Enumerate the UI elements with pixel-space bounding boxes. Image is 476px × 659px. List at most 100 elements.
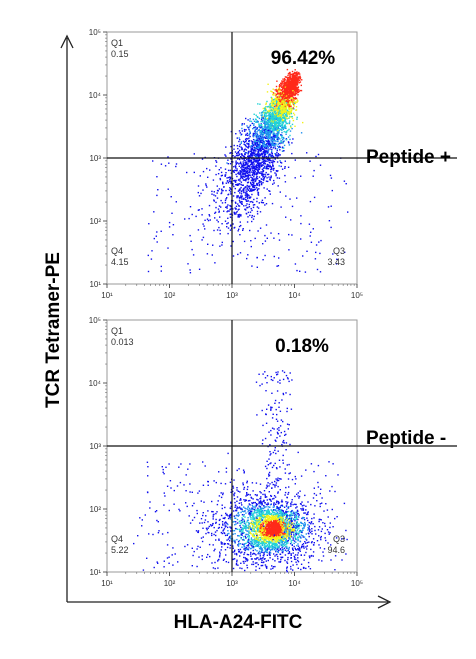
event-dot: [263, 112, 265, 114]
event-dot: [284, 126, 286, 128]
event-dot: [312, 538, 315, 540]
event-dot: [261, 120, 263, 122]
event-dot: [265, 132, 267, 135]
event-dot: [261, 168, 264, 170]
event-dot: [285, 117, 288, 119]
event-dot: [280, 118, 283, 121]
event-dot: [261, 133, 263, 136]
event-dot: [214, 212, 216, 214]
highlight-percent: 96.42%: [271, 48, 336, 69]
event-dot: [233, 171, 235, 173]
event-dot: [261, 111, 263, 114]
event-dot: [255, 503, 258, 505]
event-dot: [289, 515, 291, 517]
event-dot: [239, 172, 242, 174]
event-dot: [219, 233, 221, 235]
event-dot: [255, 161, 257, 163]
event-dot: [288, 128, 290, 131]
event-dot: [226, 197, 228, 199]
event-dot: [284, 107, 287, 109]
event-dot: [293, 531, 295, 533]
event-dot: [296, 82, 298, 84]
event-dot: [292, 78, 295, 80]
event-dot: [280, 134, 282, 136]
event-dot: [172, 224, 175, 226]
event-dot: [247, 143, 249, 145]
event-dot: [148, 223, 150, 225]
event-dot: [283, 140, 285, 142]
event-dot: [282, 85, 284, 88]
event-dot: [274, 136, 276, 138]
event-dot: [315, 155, 317, 158]
event-dot: [269, 158, 271, 160]
event-dot: [329, 174, 332, 177]
event-dot: [255, 167, 257, 169]
event-dot: [257, 508, 260, 511]
event-dot: [307, 561, 310, 564]
event-dot: [257, 136, 260, 138]
event-dot: [282, 108, 284, 110]
event-dot: [290, 109, 293, 111]
event-dot: [255, 539, 257, 541]
event-dot: [213, 200, 215, 202]
event-dot: [289, 100, 291, 103]
event-dot: [250, 189, 252, 191]
event-dot: [244, 161, 246, 164]
event-dot: [290, 87, 292, 89]
event-dot: [273, 132, 275, 135]
event-dot: [286, 90, 288, 93]
event-dot: [283, 137, 285, 140]
event-dot: [294, 102, 297, 105]
event-dot: [277, 185, 279, 187]
event-dot: [281, 118, 284, 121]
event-dot: [273, 160, 276, 163]
event-dot: [262, 161, 264, 163]
event-dot: [252, 144, 254, 146]
event-dot: [241, 123, 243, 125]
event-dot: [235, 205, 238, 207]
event-dot: [279, 84, 281, 86]
event-dot: [281, 142, 283, 144]
event-dot: [292, 103, 295, 105]
event-dot: [232, 195, 235, 197]
event-dot: [242, 162, 244, 165]
event-dot: [260, 172, 262, 175]
event-dot: [237, 190, 240, 192]
event-dot: [246, 125, 248, 127]
event-dot: [271, 168, 273, 170]
event-dot: [253, 186, 256, 189]
event-dot: [292, 102, 294, 104]
event-dot: [247, 186, 249, 188]
event-dot: [296, 90, 298, 92]
event-dot: [184, 218, 186, 220]
event-dot: [249, 118, 251, 120]
event-dot: [253, 171, 255, 174]
event-dot: [251, 200, 253, 203]
event-dot: [284, 82, 286, 84]
event-dot: [208, 543, 211, 546]
event-dot: [262, 138, 264, 140]
event-dot: [308, 565, 310, 568]
event-dot: [203, 225, 205, 227]
event-dot: [295, 90, 297, 92]
event-dot: [289, 83, 291, 86]
event-dot: [287, 82, 290, 84]
event-dot: [272, 119, 275, 122]
event-dot: [251, 142, 254, 145]
event-dot: [242, 484, 244, 486]
event-dot: [277, 107, 279, 109]
event-dot: [240, 175, 242, 177]
event-dot: [289, 92, 291, 94]
event-dot: [279, 89, 281, 91]
event-dot: [279, 141, 282, 143]
event-dot: [277, 93, 279, 95]
event-dot: [297, 539, 299, 541]
event-dot: [270, 144, 272, 147]
event-dot: [287, 104, 289, 106]
event-dot: [285, 79, 287, 81]
event-dot: [256, 158, 258, 160]
event-dot: [282, 99, 284, 102]
event-dot: [248, 126, 251, 128]
event-dot: [273, 98, 275, 101]
event-dot: [262, 116, 264, 118]
